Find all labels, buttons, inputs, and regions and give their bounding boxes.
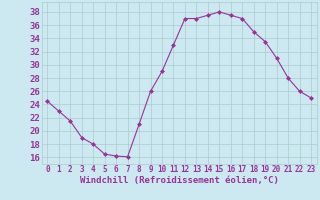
X-axis label: Windchill (Refroidissement éolien,°C): Windchill (Refroidissement éolien,°C) (80, 176, 279, 185)
